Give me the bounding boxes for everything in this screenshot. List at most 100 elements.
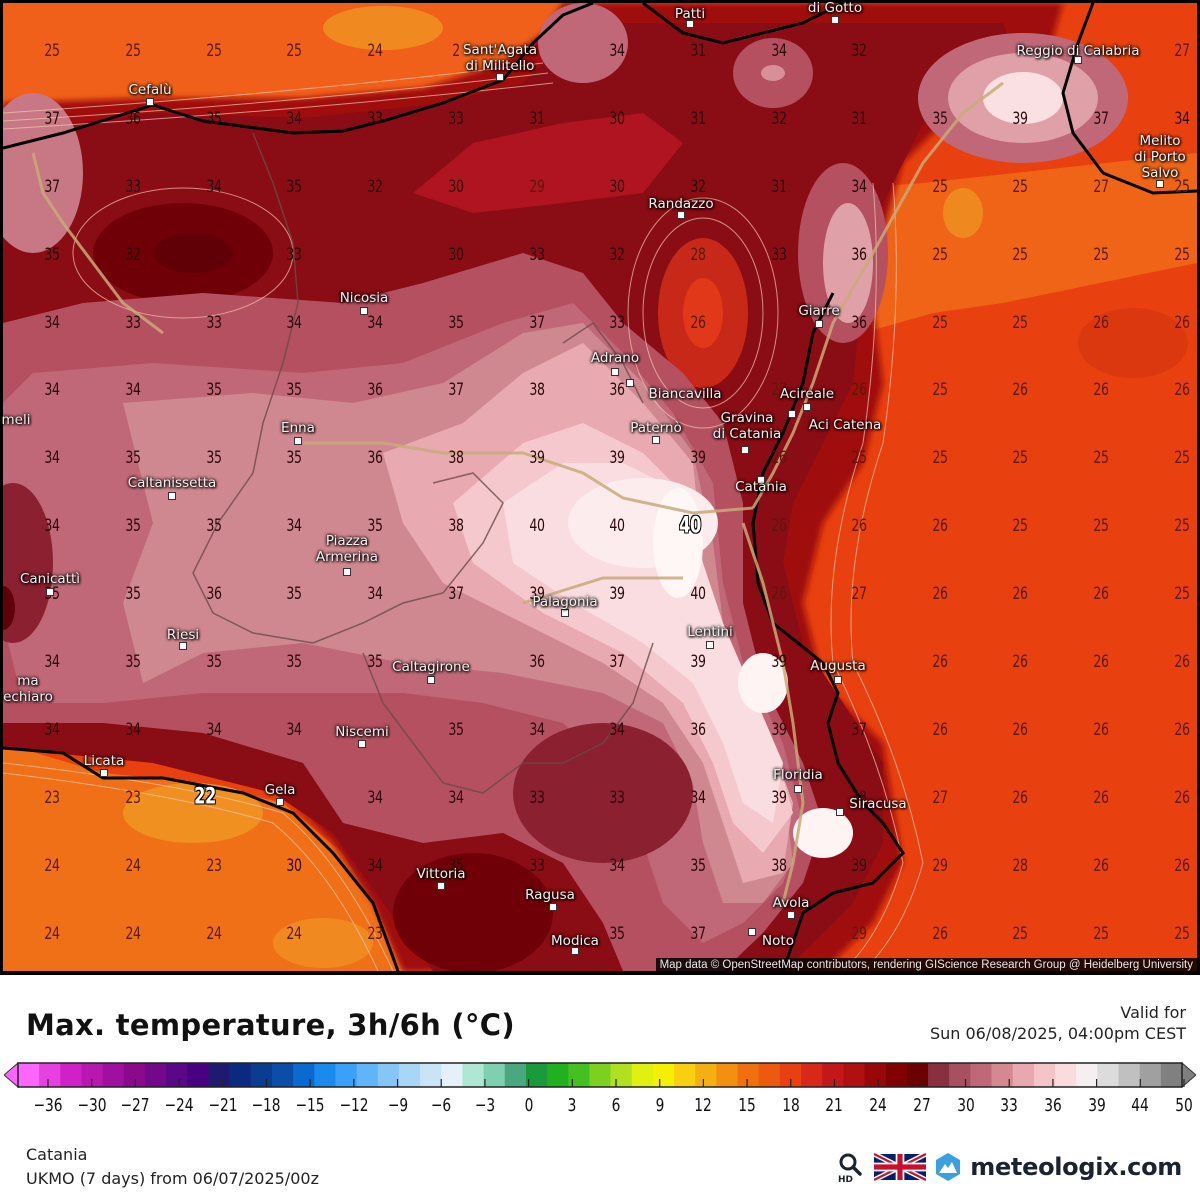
- grid-value: 33: [367, 109, 383, 129]
- uk-flag-icon[interactable]: [874, 1152, 927, 1182]
- grid-value: 26: [1174, 380, 1190, 400]
- colorbar-tick-label: −27: [120, 1095, 150, 1116]
- city-marker[interactable]: [626, 379, 634, 387]
- grid-value: 29: [529, 177, 545, 197]
- city-marker[interactable]: [46, 588, 54, 596]
- colorbar-tick-label: 0: [524, 1095, 533, 1116]
- city-marker[interactable]: [788, 410, 796, 418]
- city-marker[interactable]: [168, 492, 176, 500]
- city-marker[interactable]: [706, 641, 714, 649]
- grid-value: 39: [771, 788, 787, 808]
- legend-panel: Max. temperature, 3h/6h (°C) Valid for S…: [0, 975, 1200, 1200]
- grid-value: 25: [932, 177, 948, 197]
- grid-value: 34: [367, 856, 383, 876]
- grid-value: 27: [771, 380, 787, 400]
- city-marker[interactable]: [834, 676, 842, 684]
- grid-value: 26: [1093, 584, 1109, 604]
- city-marker[interactable]: [836, 808, 844, 816]
- grid-value: 26: [851, 516, 867, 536]
- grid-value: 24: [125, 856, 141, 876]
- extreme-value-label: 40: [679, 513, 701, 539]
- grid-value: 25: [1093, 448, 1109, 468]
- city-marker[interactable]: [748, 928, 756, 936]
- city-marker[interactable]: [787, 911, 795, 919]
- city-marker[interactable]: [358, 740, 366, 748]
- city-marker[interactable]: [677, 211, 685, 219]
- grid-value: 35: [125, 652, 141, 672]
- grid-value: 34: [44, 652, 60, 672]
- valid-time: Sun 06/08/2025, 04:00pm CEST: [929, 1024, 1186, 1043]
- grid-value: 34: [286, 109, 302, 129]
- city-marker[interactable]: [1156, 180, 1164, 188]
- grid-value: 26: [771, 448, 787, 468]
- grid-value: 2: [452, 41, 460, 61]
- grid-value: 31: [529, 109, 545, 129]
- grid-value: 26: [1012, 788, 1028, 808]
- grid-value: 37: [851, 720, 867, 740]
- grid-value: 34: [690, 788, 706, 808]
- grid-value: 35: [286, 448, 302, 468]
- grid-value: 25: [1093, 924, 1109, 944]
- grid-value: 33: [529, 245, 545, 265]
- grid-value: 35: [286, 652, 302, 672]
- city-label: Avola: [772, 895, 810, 911]
- brand-name[interactable]: meteologix.com: [970, 1153, 1182, 1181]
- search-hd-icon[interactable]: HD: [836, 1151, 866, 1183]
- valid-label: Valid for: [1120, 1003, 1186, 1022]
- grid-value: 26: [1012, 380, 1028, 400]
- city-marker[interactable]: [1074, 56, 1082, 64]
- grid-value: 23: [44, 788, 60, 808]
- grid-value: 37: [1093, 109, 1109, 129]
- city-marker[interactable]: [179, 642, 187, 650]
- grid-value: 34: [851, 177, 867, 197]
- city-marker[interactable]: [611, 368, 619, 376]
- city-marker[interactable]: [294, 437, 302, 445]
- grid-value: 33: [529, 788, 545, 808]
- city-marker[interactable]: [343, 568, 351, 576]
- colorbar-tick-label: −30: [77, 1095, 107, 1116]
- grid-value: 39: [771, 720, 787, 740]
- grid-value: 35: [286, 380, 302, 400]
- city-marker[interactable]: [757, 476, 765, 484]
- city-marker[interactable]: [437, 882, 445, 890]
- grid-value: 25: [932, 380, 948, 400]
- city-marker[interactable]: [100, 769, 108, 777]
- city-marker[interactable]: [427, 676, 435, 684]
- grid-value: 33: [286, 245, 302, 265]
- grid-value: 33: [125, 313, 141, 333]
- grid-value: 26: [932, 516, 948, 536]
- city-marker[interactable]: [146, 98, 154, 106]
- city-marker[interactable]: [803, 403, 811, 411]
- grid-value: 34: [206, 177, 222, 197]
- grid-value: 32: [125, 245, 141, 265]
- city-marker[interactable]: [276, 798, 284, 806]
- city-marker[interactable]: [686, 20, 694, 28]
- temperature-map[interactable]: 25 25 25 25 24 2 34 31 34 32 27 37 36 35 34 33 33 31 30 31 3…: [0, 0, 1200, 975]
- city-marker[interactable]: [652, 436, 660, 444]
- city-marker[interactable]: [794, 785, 802, 793]
- branding: HD meteologix.com: [836, 1151, 1182, 1183]
- grid-value: 40: [529, 516, 545, 536]
- city-marker[interactable]: [549, 903, 557, 911]
- grid-value: 35: [125, 584, 141, 604]
- city-marker[interactable]: [741, 446, 749, 454]
- city-label: Nicosia: [339, 290, 389, 306]
- grid-value: 28: [690, 245, 706, 265]
- grid-value: 26: [1012, 584, 1028, 604]
- grid-value: 34: [286, 516, 302, 536]
- colorbar-ticks: −36 −30 −27 −24 −21 −18 −15 −12 −9 −6 −3 0 3 6 9 12 15 18…: [0, 1095, 1200, 1121]
- city-marker[interactable]: [360, 307, 368, 315]
- city-marker[interactable]: [496, 73, 504, 81]
- city-marker[interactable]: [831, 16, 839, 24]
- grid-value: 25: [1012, 924, 1028, 944]
- grid-value: 26: [1093, 313, 1109, 333]
- grid-value: 33: [609, 313, 625, 333]
- city-marker[interactable]: [815, 320, 823, 328]
- city-marker[interactable]: [561, 609, 569, 617]
- city-label: Lentini: [687, 624, 733, 640]
- grid-value: 25: [286, 41, 302, 61]
- grid-value: 25: [1174, 448, 1190, 468]
- city-marker[interactable]: [571, 947, 579, 955]
- city-label: Noto: [762, 933, 794, 949]
- grid-value: 34: [367, 788, 383, 808]
